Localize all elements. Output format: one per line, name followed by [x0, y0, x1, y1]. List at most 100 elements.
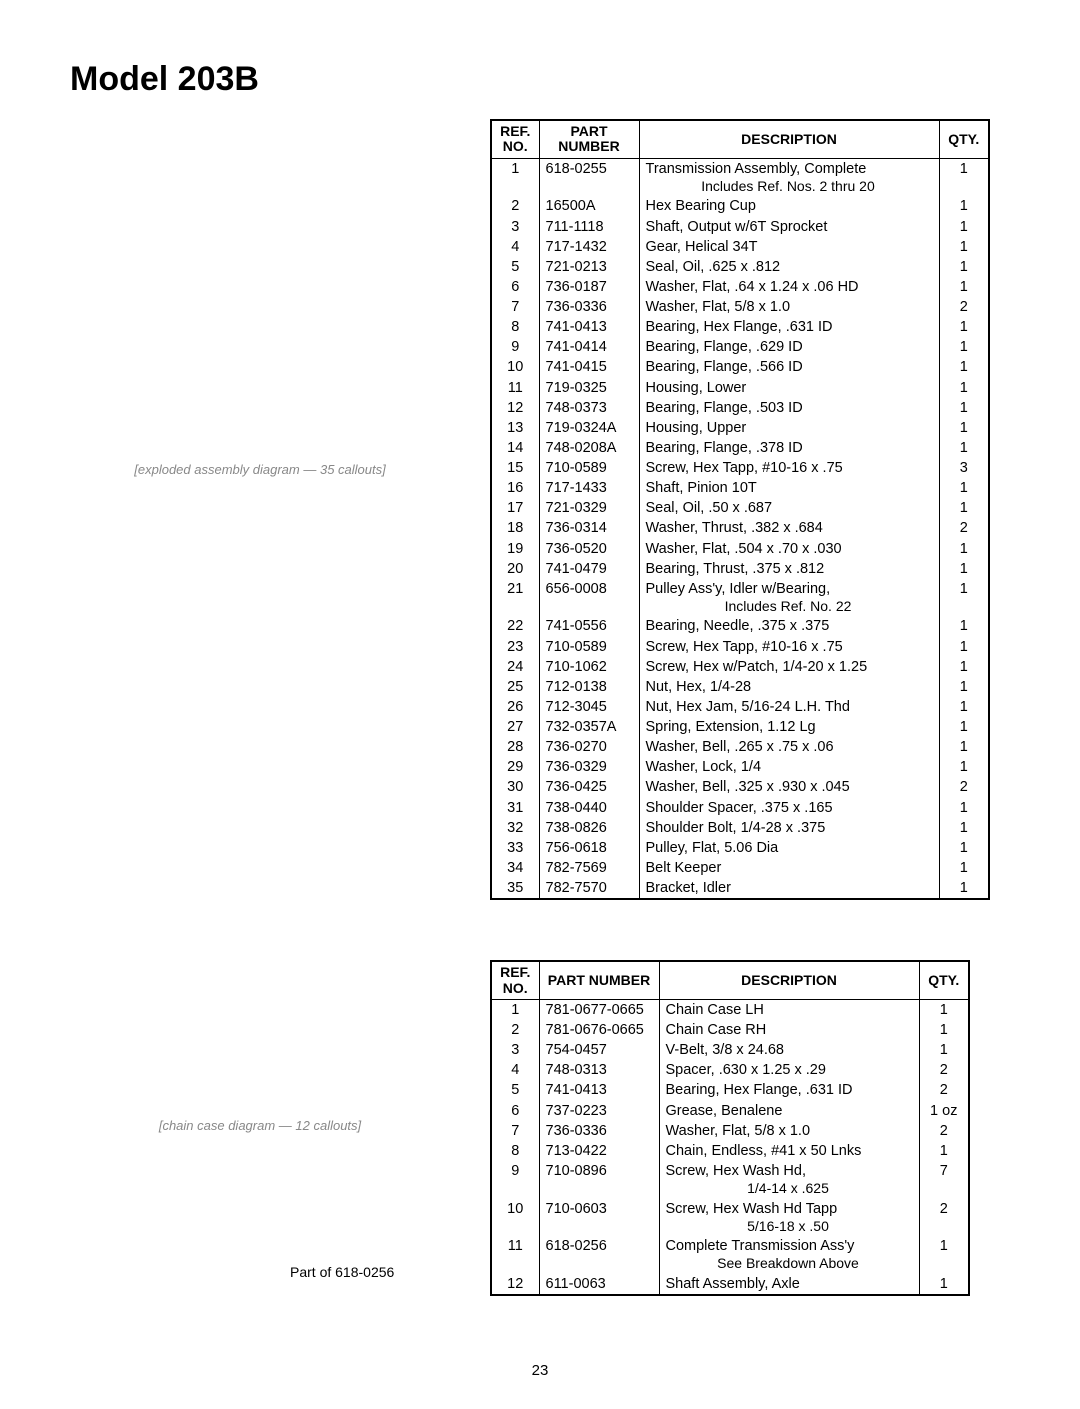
cell-desc: Seal, Oil, .50 x .687: [639, 498, 939, 518]
cell-ref: 11: [491, 1236, 539, 1274]
cell-part: 741-0413: [539, 317, 639, 337]
cell-part: 741-0479: [539, 559, 639, 579]
cell-desc-sub: 1/4-14 x .625: [666, 1180, 911, 1198]
cell-qty: 1: [939, 196, 989, 216]
table-row: 12748-0373Bearing, Flange, .503 ID1: [491, 398, 989, 418]
cell-ref: 15: [491, 458, 539, 478]
cell-ref: 30: [491, 777, 539, 797]
table-row: 9710-0896Screw, Hex Wash Hd,1/4-14 x .62…: [491, 1161, 969, 1199]
cell-ref: 20: [491, 559, 539, 579]
cell-qty: 1: [939, 539, 989, 559]
table-row: 19736-0520Washer, Flat, .504 x .70 x .03…: [491, 539, 989, 559]
cell-part: 710-0589: [539, 458, 639, 478]
cell-desc: V-Belt, 3/8 x 24.68: [659, 1040, 919, 1060]
cell-desc-sub: Includes Ref. No. 22: [646, 598, 931, 616]
cell-desc: Bearing, Thrust, .375 x .812: [639, 559, 939, 579]
table-row: 4717-1432Gear, Helical 34T1: [491, 237, 989, 257]
cell-ref: 7: [491, 297, 539, 317]
table-row: 35782-7570Bracket, Idler1: [491, 878, 989, 899]
cell-part: 721-0213: [539, 257, 639, 277]
cell-desc: Chain Case RH: [659, 1020, 919, 1040]
cell-part: 736-0187: [539, 277, 639, 297]
cell-ref: 9: [491, 337, 539, 357]
cell-desc: Bearing, Hex Flange, .631 ID: [659, 1080, 919, 1100]
cell-desc: Nut, Hex, 1/4-28: [639, 677, 939, 697]
cell-desc: Spacer, .630 x 1.25 x .29: [659, 1060, 919, 1080]
cell-qty: 1: [939, 237, 989, 257]
cell-desc: Spring, Extension, 1.12 Lg: [639, 717, 939, 737]
cell-ref: 5: [491, 257, 539, 277]
table-row: 8741-0413Bearing, Hex Flange, .631 ID1: [491, 317, 989, 337]
cell-part: 710-0896: [539, 1161, 659, 1199]
cell-ref: 29: [491, 757, 539, 777]
cell-desc: Shoulder Bolt, 1/4-28 x .375: [639, 818, 939, 838]
cell-qty: 1: [939, 798, 989, 818]
cell-desc: Shoulder Spacer, .375 x .165: [639, 798, 939, 818]
cell-desc: Washer, Flat, .504 x .70 x .030: [639, 539, 939, 559]
cell-qty: 1: [939, 878, 989, 899]
cell-desc: Bearing, Flange, .503 ID: [639, 398, 939, 418]
th-qty: QTY.: [939, 120, 989, 158]
cell-qty: 1 oz: [919, 1101, 969, 1121]
cell-ref: 25: [491, 677, 539, 697]
cell-desc: Washer, Thrust, .382 x .684: [639, 518, 939, 538]
cell-qty: 1: [939, 257, 989, 277]
th-desc: DESCRIPTION: [639, 120, 939, 158]
cell-part: 710-1062: [539, 657, 639, 677]
cell-part: 736-0520: [539, 539, 639, 559]
cell-qty: 1: [939, 438, 989, 458]
cell-desc: Screw, Hex w/Patch, 1/4-20 x 1.25: [639, 657, 939, 677]
cell-ref: 4: [491, 237, 539, 257]
cell-desc: Housing, Upper: [639, 418, 939, 438]
table-row: 10710-0603Screw, Hex Wash Hd Tapp5/16-18…: [491, 1199, 969, 1237]
table-row: 8713-0422Chain, Endless, #41 x 50 Lnks1: [491, 1141, 969, 1161]
cell-ref: 12: [491, 1274, 539, 1295]
cell-ref: 2: [491, 196, 539, 216]
cell-part: 781-0676-0665: [539, 1020, 659, 1040]
cell-desc: Screw, Hex Tapp, #10-16 x .75: [639, 458, 939, 478]
cell-qty: 1: [919, 1141, 969, 1161]
table-row: 31738-0440Shoulder Spacer, .375 x .1651: [491, 798, 989, 818]
diagram-transmission: [exploded assembly diagram — 35 callouts…: [50, 119, 470, 819]
table-row: 24710-1062Screw, Hex w/Patch, 1/4-20 x 1…: [491, 657, 989, 677]
table-row: 2781-0676-0665Chain Case RH1: [491, 1020, 969, 1040]
cell-part: 732-0357A: [539, 717, 639, 737]
cell-qty: 1: [939, 357, 989, 377]
cell-part: 719-0325: [539, 378, 639, 398]
table-row: 7736-0336Washer, Flat, 5/8 x 1.02: [491, 297, 989, 317]
cell-part: 738-0826: [539, 818, 639, 838]
cell-part: 782-7569: [539, 858, 639, 878]
table-row: 5741-0413Bearing, Hex Flange, .631 ID2: [491, 1080, 969, 1100]
cell-part: 736-0336: [539, 1121, 659, 1141]
cell-part: 711-1118: [539, 217, 639, 237]
table-row: 4748-0313Spacer, .630 x 1.25 x .292: [491, 1060, 969, 1080]
table-row: 11618-0256Complete Transmission Ass'ySee…: [491, 1236, 969, 1274]
cell-qty: 1: [939, 757, 989, 777]
cell-ref: 21: [491, 579, 539, 617]
th-part: PART NUMBER: [539, 961, 659, 999]
cell-ref: 10: [491, 357, 539, 377]
cell-desc-sub: See Breakdown Above: [666, 1255, 911, 1273]
diagram-label: Part of 618-0256: [290, 1264, 394, 1280]
cell-qty: 1: [939, 677, 989, 697]
table-row: 23710-0589Screw, Hex Tapp, #10-16 x .751: [491, 637, 989, 657]
cell-desc: Grease, Benalene: [659, 1101, 919, 1121]
cell-ref: 6: [491, 277, 539, 297]
cell-part: 721-0329: [539, 498, 639, 518]
cell-desc: Pulley, Flat, 5.06 Dia: [639, 838, 939, 858]
cell-desc: Bearing, Flange, .629 ID: [639, 337, 939, 357]
cell-ref: 32: [491, 818, 539, 838]
cell-part: 741-0413: [539, 1080, 659, 1100]
cell-ref: 9: [491, 1161, 539, 1199]
th-ref: REF. NO.: [491, 961, 539, 999]
cell-qty: 2: [919, 1199, 969, 1237]
cell-desc: Washer, Bell, .325 x .930 x .045: [639, 777, 939, 797]
th-qty: QTY.: [919, 961, 969, 999]
cell-desc: Bearing, Flange, .378 ID: [639, 438, 939, 458]
cell-part: 16500A: [539, 196, 639, 216]
cell-desc: Washer, Flat, 5/8 x 1.0: [659, 1121, 919, 1141]
table-row: 216500AHex Bearing Cup1: [491, 196, 989, 216]
diagram-placeholder: [exploded assembly diagram — 35 callouts…: [50, 119, 470, 819]
cell-part: 710-0603: [539, 1199, 659, 1237]
cell-desc: Washer, Flat, .64 x 1.24 x .06 HD: [639, 277, 939, 297]
